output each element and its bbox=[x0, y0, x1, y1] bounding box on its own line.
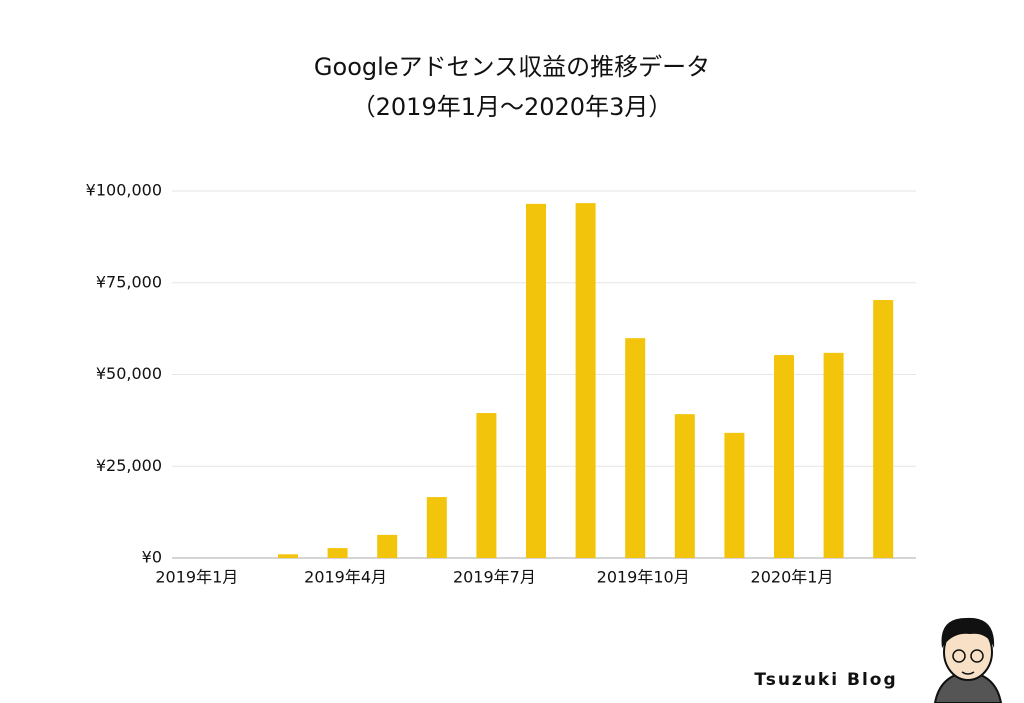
y-tick-label: ¥25,000 bbox=[96, 456, 162, 475]
bar bbox=[774, 355, 794, 558]
bar bbox=[327, 548, 348, 558]
bar bbox=[377, 534, 398, 558]
bar bbox=[724, 432, 745, 558]
avatar bbox=[933, 617, 1003, 703]
x-tick-label: 2019年4月 bbox=[304, 568, 387, 587]
bar bbox=[674, 414, 695, 558]
chart-subtitle: （2019年1月〜2020年3月） bbox=[352, 93, 673, 121]
y-tick-label: ¥50,000 bbox=[96, 364, 162, 383]
x-tick-label: 2019年7月 bbox=[453, 568, 536, 587]
bar bbox=[426, 497, 447, 558]
chart-title: Googleアドセンス収益の推移データ bbox=[314, 53, 710, 81]
bar bbox=[823, 352, 844, 558]
bar bbox=[476, 413, 497, 558]
y-tick-label: ¥100,000 bbox=[86, 181, 162, 200]
x-tick-label: 2019年1月 bbox=[155, 568, 238, 587]
x-tick-label: 2019年10月 bbox=[597, 568, 690, 587]
credit: Tsuzuki Blog bbox=[754, 670, 897, 690]
y-tick-label: ¥75,000 bbox=[96, 272, 162, 291]
x-tick-label: 2020年1月 bbox=[751, 568, 834, 587]
bar bbox=[526, 203, 546, 558]
bar bbox=[278, 554, 298, 558]
y-tick-label: ¥0 bbox=[142, 548, 162, 567]
bar bbox=[575, 203, 596, 558]
bar bbox=[625, 338, 646, 558]
bar bbox=[873, 299, 894, 558]
